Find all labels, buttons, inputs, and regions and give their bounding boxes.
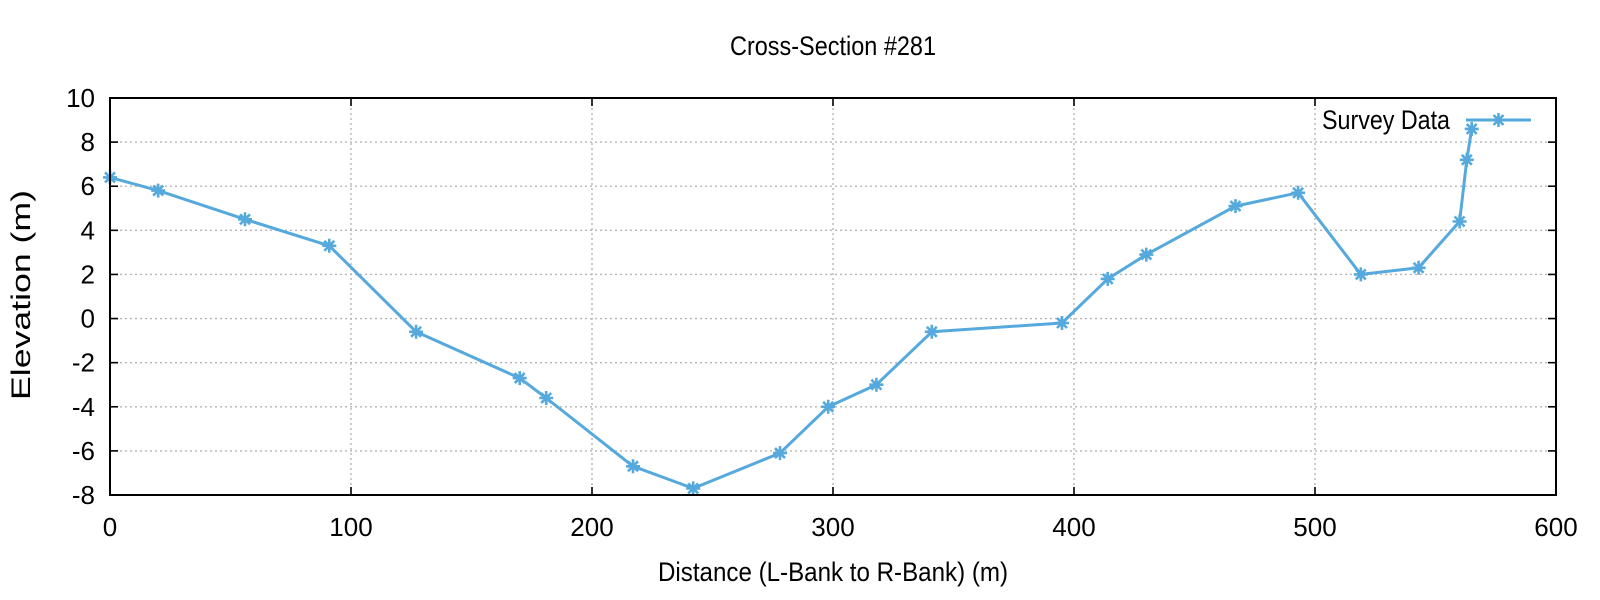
data-point-marker <box>1452 214 1467 229</box>
data-point-marker <box>1459 152 1474 167</box>
y-tick-label--2: -2 <box>72 348 95 378</box>
y-tick-label--4: -4 <box>72 392 95 422</box>
x-tick-label-200: 200 <box>570 512 613 542</box>
data-point-marker <box>869 377 884 392</box>
legend-asterisk-marker-icon <box>1491 113 1506 127</box>
x-tick-label-600: 600 <box>1534 512 1577 542</box>
data-point-marker <box>686 481 701 496</box>
x-tick-label-100: 100 <box>329 512 372 542</box>
y-axis-label: Elevation (m) <box>6 190 36 400</box>
data-point-marker <box>1055 316 1069 330</box>
grid-layer <box>110 98 1556 495</box>
y-tick-label-2: 2 <box>81 259 95 289</box>
data-point-marker <box>322 238 337 253</box>
x-tick-label-0: 0 <box>103 512 117 542</box>
data-point-marker <box>821 399 836 414</box>
legend: Survey Data <box>1322 105 1531 135</box>
data-point-marker <box>409 324 424 339</box>
y-tick-label--8: -8 <box>72 480 95 510</box>
data-point-marker <box>1353 267 1368 282</box>
y-tick-label-6: 6 <box>81 171 95 201</box>
data-point-marker <box>773 446 787 461</box>
data-point-marker <box>151 183 166 198</box>
data-point-marker <box>924 324 939 339</box>
y-tick-label--6: -6 <box>72 436 95 466</box>
tick-label-layer: 0 100 200 300 400 500 600 -8 -6 -4 -2 0 2 4 6 8 10 <box>66 83 1578 542</box>
y-tick-label-8: 8 <box>81 127 95 157</box>
tick-layer <box>109 97 1557 496</box>
series-line-survey-data <box>108 127 1474 490</box>
data-point-marker <box>1139 247 1154 262</box>
data-point-marker <box>539 391 554 405</box>
y-tick-label-4: 4 <box>81 215 95 245</box>
chart-title: Cross-Section #281 <box>730 31 936 61</box>
legend-series-label: Survey Data <box>1322 105 1451 135</box>
y-tick-label-10: 10 <box>66 83 95 113</box>
x-tick-label-500: 500 <box>1293 512 1336 542</box>
data-point-marker <box>238 212 252 227</box>
data-point-marker <box>1100 271 1115 286</box>
plot-border <box>109 97 1557 496</box>
series-layer <box>103 121 1479 496</box>
data-point-marker <box>1464 121 1479 136</box>
data-point-marker <box>1411 260 1426 275</box>
x-tick-label-400: 400 <box>1052 512 1095 542</box>
data-point-marker <box>1228 199 1243 214</box>
data-point-marker <box>626 459 640 474</box>
data-point-marker <box>1291 185 1306 200</box>
y-tick-label-0: 0 <box>81 304 95 334</box>
x-tick-label-300: 300 <box>811 512 854 542</box>
data-point-marker <box>512 371 527 386</box>
x-axis-label: Distance (L-Bank to R-Bank) (m) <box>658 557 1008 587</box>
